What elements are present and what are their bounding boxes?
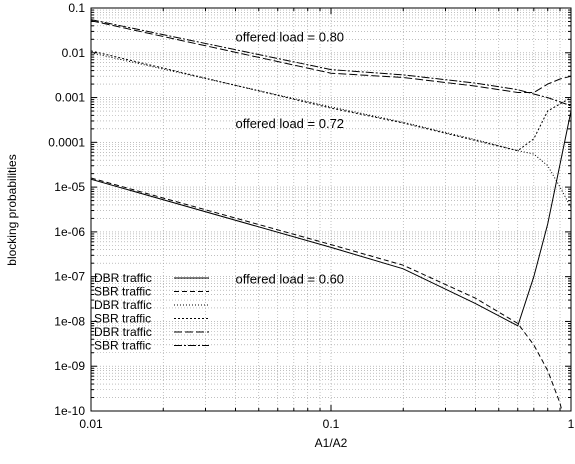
y-tick-label: 1e-09	[54, 359, 85, 373]
y-tick-label: 1e-06	[54, 225, 85, 239]
y-tick-label: 0.1	[68, 1, 85, 15]
series-line-3	[91, 52, 571, 208]
annotations: offered load = 0.80 offered load = 0.72 of…	[235, 29, 344, 286]
x-tick-label: 1	[568, 417, 575, 431]
x-tick-label: 0.1	[323, 417, 340, 431]
x-axis-label: A1/A2	[315, 436, 348, 450]
y-tick-label: 1e-08	[54, 314, 85, 328]
series-line-1	[91, 110, 571, 327]
legend-label: DBR traffic	[94, 325, 152, 339]
legend-label: SBR traffic	[94, 285, 151, 299]
y-axis-label: blocking probabilities	[5, 154, 19, 265]
x-tick-label: 0.01	[79, 417, 103, 431]
y-tick-label: 1e-05	[54, 180, 85, 194]
y-tick-label: 0.0001	[48, 135, 85, 149]
legend-label: DBR traffic	[94, 298, 152, 312]
series-line-4	[91, 50, 571, 152]
annotation-offered-load: offered load = 0.72	[235, 116, 344, 131]
legend-label: SBR traffic	[94, 339, 151, 353]
y-tick-label: 0.001	[55, 91, 85, 105]
series-line-6	[91, 19, 571, 107]
y-tick-label: 0.01	[62, 46, 86, 60]
legend-label: SBR traffic	[94, 312, 151, 326]
y-tick-label: 1e-10	[54, 404, 85, 418]
series-group	[91, 19, 571, 411]
grid	[91, 8, 571, 411]
series-line-5	[91, 20, 571, 93]
y-tick-label: 1e-07	[54, 270, 85, 284]
legend-label: DBR traffic	[94, 271, 152, 285]
annotation-offered-load: offered load = 0.80	[235, 29, 344, 44]
annotation-offered-load: offered load = 0.60	[235, 272, 344, 287]
series-line-2	[91, 177, 563, 411]
ticks: 0.01 0.1 1 0.1 0.01 0.001 0.0001 1e-05 1e-06 1e-0…	[48, 1, 574, 431]
